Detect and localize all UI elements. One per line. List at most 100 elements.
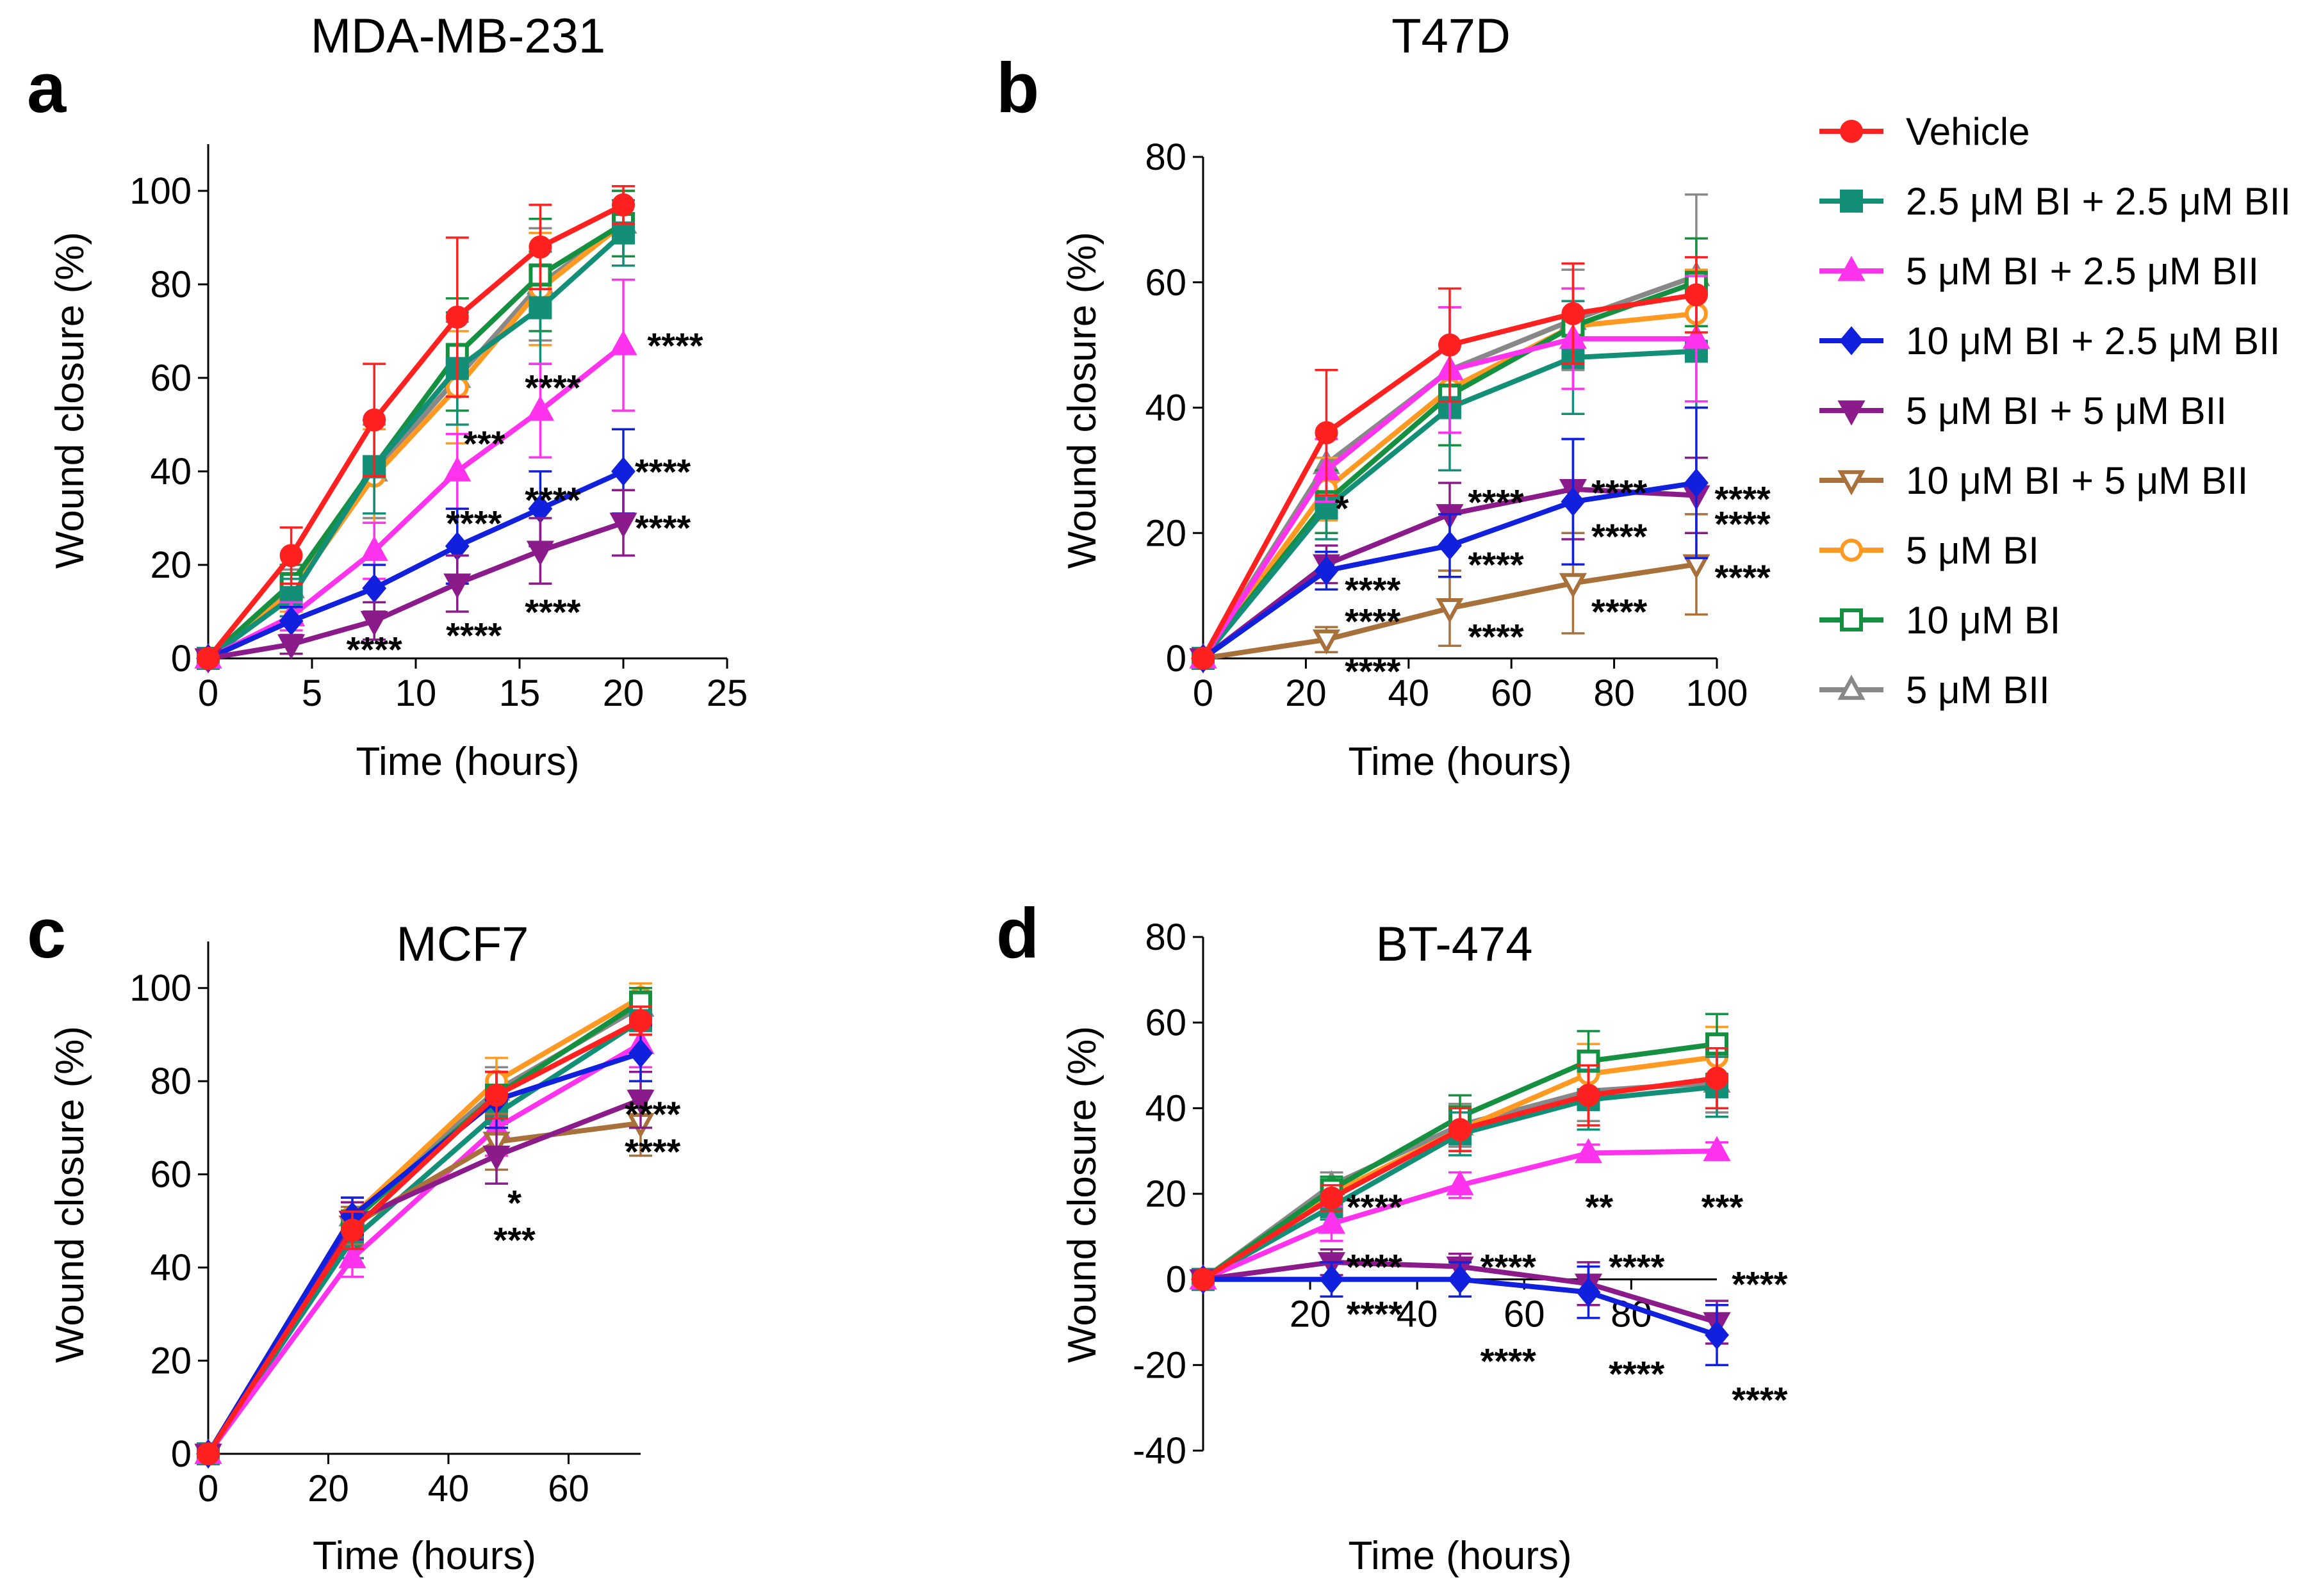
x-tick-label: 60	[1504, 1294, 1545, 1335]
data-point	[482, 1145, 511, 1171]
data-point	[1684, 283, 1708, 307]
y-tick-label: -40	[1133, 1430, 1186, 1472]
x-axis-label: Time (hours)	[313, 1534, 536, 1578]
y-tick-label: 60	[1145, 1002, 1186, 1044]
series-bii5	[194, 991, 655, 1464]
significance-label: ****	[1347, 1294, 1402, 1334]
significance-label: *	[507, 1182, 521, 1223]
data-point	[1576, 1278, 1601, 1307]
x-tick-label: 5	[302, 672, 322, 714]
legend-label: 10 μM BI + 2.5 μM BII	[1906, 320, 2280, 362]
legend-item-bii5: 5 μM BII	[1819, 669, 2050, 712]
legend-item-bi5: 5 μM BI	[1819, 529, 2039, 572]
y-tick-label: 40	[150, 451, 192, 493]
significance-label: ****	[446, 503, 502, 543]
significance-label: ****	[1591, 473, 1647, 513]
data-point	[1312, 629, 1341, 655]
data-point	[1438, 531, 1462, 560]
series-line	[206, 202, 625, 660]
legend-item-veh: Vehicle	[1819, 110, 2030, 153]
title-a: MDA-MB-231	[311, 9, 605, 63]
series-line	[208, 520, 625, 661]
data-point	[360, 535, 388, 561]
significance-label: ****	[1480, 1341, 1536, 1381]
series-line	[207, 469, 625, 661]
y-tick-label: 20	[150, 544, 192, 586]
significance-label: ****	[1468, 482, 1524, 522]
panel-c: 0 20 40 60 80 100 0 20 40 60 Time (hours) Wound clo…	[48, 941, 681, 1578]
series-line	[206, 1018, 642, 1456]
significance-label: ****	[625, 1131, 680, 1171]
y-tick-label: 100	[129, 170, 192, 212]
legend-label: Vehicle	[1906, 110, 2030, 153]
legend-label: 10 μM BI + 5 μM BII	[1906, 459, 2248, 502]
x-tick-label: 40	[428, 1468, 470, 1510]
data-point	[1319, 1264, 1344, 1294]
significance-label: ****	[1609, 1247, 1664, 1287]
x-tick-label: 25	[707, 672, 748, 714]
data-point	[529, 296, 552, 320]
data-point	[1561, 487, 1586, 516]
y-tick-label: 0	[171, 1433, 192, 1475]
legend-label: 2.5 μM BI + 2.5 μM BII	[1906, 180, 2291, 223]
data-point	[629, 1009, 652, 1032]
x-tick-label: 60	[548, 1468, 589, 1510]
data-point	[1684, 468, 1709, 498]
significance-label: ****	[1347, 1187, 1402, 1227]
legend-label: 5 μM BI + 5 μM BII	[1906, 389, 2227, 432]
series-line	[206, 1041, 643, 1456]
significance-label: **	[1585, 1187, 1613, 1227]
data-point	[529, 235, 552, 259]
data-point	[341, 1218, 364, 1242]
x-tick-label: 0	[198, 672, 218, 714]
series-line	[206, 1050, 642, 1456]
significance-label: ****	[635, 508, 691, 548]
series-c2	[194, 1019, 655, 1464]
y-axis-label: Wound closure (%)	[48, 232, 92, 569]
data-point	[277, 634, 306, 660]
y-axis-label: Wound closure (%)	[1060, 232, 1104, 569]
series-line	[206, 221, 625, 660]
legend-label: 5 μM BII	[1906, 669, 2050, 712]
significance-label: ****	[347, 629, 402, 669]
panel-letter-d: d	[996, 894, 1039, 973]
y-tick-label: 0	[171, 638, 192, 680]
x-tick-label: 10	[395, 672, 437, 714]
data-point	[362, 573, 387, 603]
significance-label: ****	[1345, 651, 1400, 692]
legend-item-bi10: 10 μM BI	[1819, 599, 2060, 642]
data-point	[1448, 1264, 1472, 1294]
significance-label: ****	[635, 452, 691, 492]
significance-label: ****	[1345, 601, 1400, 641]
series-c3	[1191, 1261, 1729, 1367]
data-point	[526, 395, 554, 421]
data-point	[1317, 1209, 1346, 1234]
x-axis-label: Time (hours)	[1348, 1534, 1571, 1578]
data-point	[1703, 1136, 1731, 1161]
data-point	[1436, 598, 1464, 624]
y-tick-label: 60	[150, 1154, 192, 1196]
legend-item-c1: 2.5 μM BI + 2.5 μM BII	[1819, 180, 2291, 223]
data-point	[1682, 323, 1710, 349]
data-point	[526, 541, 554, 566]
y-tick-label: 80	[1145, 136, 1186, 178]
significance-label: ****	[1468, 617, 1524, 657]
significance-label: ****	[525, 368, 580, 408]
series-c3	[196, 1024, 653, 1469]
legend-label: 5 μM BI + 2.5 μM BII	[1906, 250, 2259, 293]
y-tick-label: 0	[1166, 1259, 1186, 1301]
series-line	[206, 1018, 643, 1456]
y-tick-label: 80	[150, 264, 192, 305]
series-veh	[197, 1006, 652, 1465]
title-c: MCF7	[397, 917, 529, 972]
data-point	[279, 606, 304, 636]
y-tick-label: 80	[150, 1061, 192, 1102]
legend-label: 5 μM BI	[1906, 529, 2039, 572]
significance-label: ****	[1732, 1264, 1787, 1304]
x-tick-label: 20	[308, 1468, 349, 1510]
series-line	[207, 343, 625, 661]
y-tick-label: 40	[150, 1247, 192, 1289]
legend-item-c4: 5 μM BI + 5 μM BII	[1819, 389, 2227, 432]
legend-marker	[1837, 256, 1866, 281]
